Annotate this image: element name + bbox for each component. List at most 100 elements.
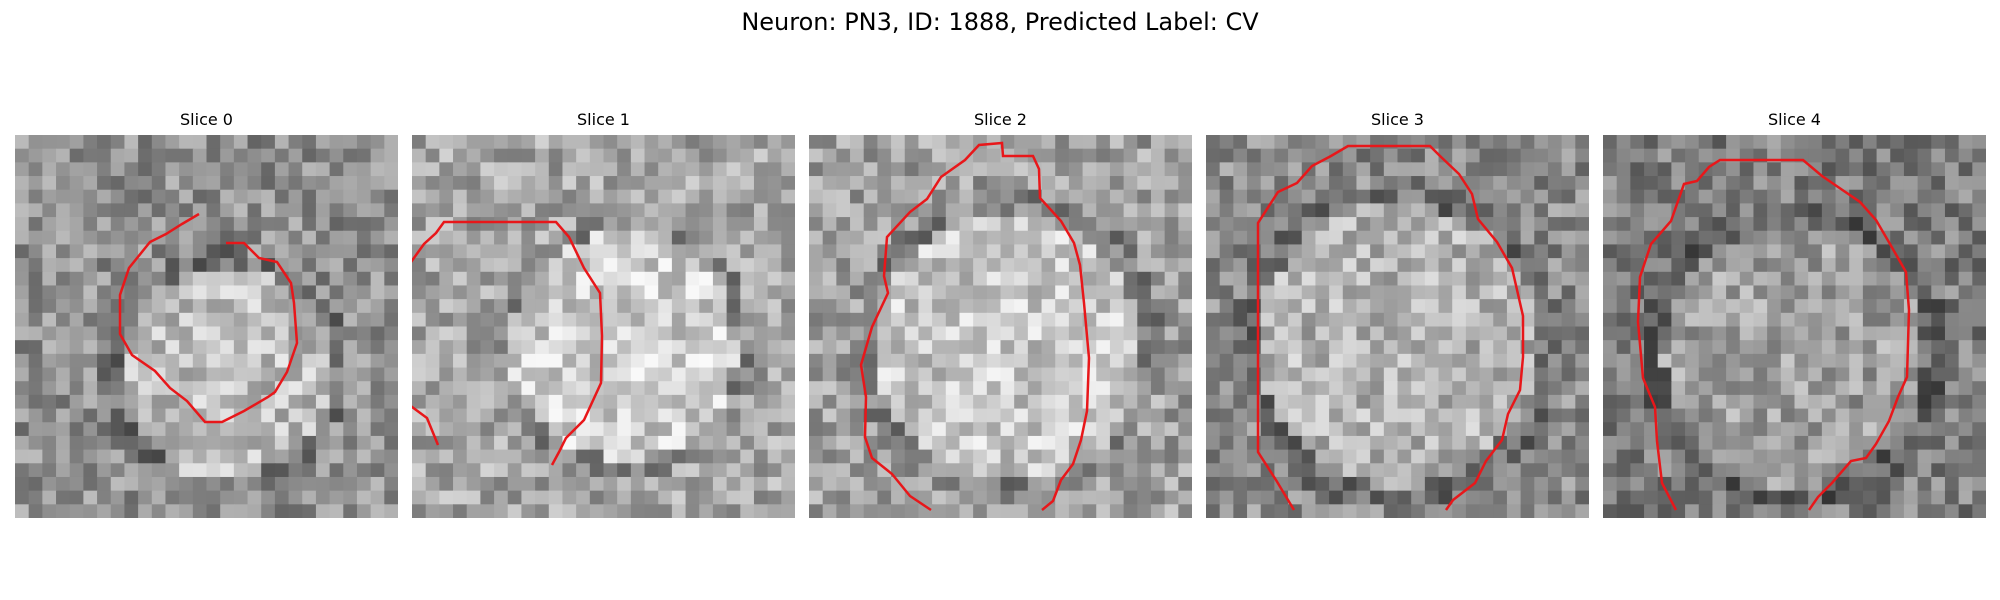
slice-pixel	[932, 422, 947, 437]
slice-pixel	[973, 244, 988, 259]
slice-pixel	[1315, 353, 1330, 369]
slice-pixel	[370, 176, 385, 191]
slice-pixel	[904, 435, 920, 451]
slice-pixel	[1958, 189, 1973, 204]
slice-pixel	[781, 367, 795, 382]
slice-pixel	[1493, 353, 1508, 369]
slice-pixel	[56, 244, 71, 259]
slice-pixel	[480, 148, 495, 163]
slice-pixel	[1808, 326, 1823, 341]
slice-pixel	[329, 463, 344, 478]
slice-pixel	[1547, 408, 1563, 423]
slice-pixel	[1096, 353, 1111, 369]
slice-pixel	[781, 217, 795, 232]
slice-pixel	[274, 463, 290, 478]
slice-pixel	[726, 312, 741, 328]
slice-pixel	[809, 476, 824, 492]
slice-pixel	[192, 217, 208, 232]
slice-pixel	[1260, 504, 1275, 518]
slice-pixel	[603, 230, 618, 246]
slice-pixel	[233, 367, 249, 382]
slice-pixel	[1547, 367, 1563, 382]
slice-pixel	[179, 203, 194, 218]
slice-pixel	[836, 381, 851, 396]
slice-pixel	[1288, 244, 1303, 259]
slice-pixel	[1547, 463, 1563, 478]
slice-pixel	[740, 408, 755, 423]
slice-pixel	[904, 353, 920, 369]
slice-pixel	[1520, 490, 1535, 505]
slice-pixel	[658, 422, 673, 437]
slice-pixel	[15, 148, 30, 163]
slice-pixel	[986, 230, 1002, 246]
slice-pixel	[767, 217, 782, 232]
slice-pixel	[42, 381, 57, 396]
slice-pixel	[56, 176, 71, 191]
slice-pixel	[1616, 449, 1631, 464]
slice-pixel	[1082, 476, 1097, 492]
slice-pixel	[1329, 285, 1344, 300]
slice-pixel	[1370, 394, 1385, 410]
slice-panel-1: Slice 1	[412, 108, 795, 518]
slice-pixel	[179, 299, 194, 314]
slice-pixel	[836, 203, 851, 218]
slice-pixel	[1739, 189, 1755, 204]
slice-pixel	[1178, 285, 1192, 300]
slice-pixel	[1835, 258, 1850, 273]
slice-pixel	[644, 463, 659, 478]
slice-pixel	[1014, 504, 1029, 518]
slice-pixel	[138, 135, 153, 150]
slice-pixel	[1356, 271, 1371, 287]
slice-pixel	[1739, 135, 1755, 150]
slice-pixel	[1849, 203, 1864, 218]
slice-pixel	[740, 463, 755, 478]
slice-pixel	[753, 367, 769, 382]
slice-pixel	[247, 176, 262, 191]
slice-pixel	[1685, 504, 1700, 518]
slice-pixel	[740, 476, 755, 492]
slice-pixel	[1958, 230, 1973, 246]
slice-pixel	[1630, 340, 1645, 355]
slice-pixel	[1465, 422, 1481, 437]
slice-pixel	[1438, 381, 1453, 396]
slice-pixel	[850, 217, 865, 232]
slice-pixel	[507, 490, 523, 505]
slice-pixel	[986, 422, 1002, 437]
slice-pixel	[617, 504, 632, 518]
slice-pixel	[891, 435, 906, 451]
slice-pixel	[1616, 148, 1631, 163]
slice-pixel	[1767, 176, 1782, 191]
slice-pixel	[932, 271, 947, 287]
slice-pixel	[767, 203, 782, 218]
slice-pixel	[343, 340, 358, 355]
slice-pixel	[425, 367, 440, 382]
slice-pixel	[1903, 258, 1919, 273]
slice-pixel	[165, 340, 180, 355]
slice-pixel	[644, 203, 659, 218]
slice-pixel	[1630, 394, 1645, 410]
slice-pixel	[1903, 203, 1919, 218]
slice-pixel	[891, 230, 906, 246]
slice-pixel	[1150, 271, 1166, 287]
slice-pixel	[836, 408, 851, 423]
slice-pixel	[521, 449, 536, 464]
slice-pixel	[302, 162, 317, 177]
slice-pixel	[1698, 312, 1714, 328]
slice-pixel	[1383, 408, 1399, 423]
slice-pixel	[836, 258, 851, 273]
slice-pixel	[1712, 230, 1727, 246]
slice-pixel	[220, 271, 235, 287]
slice-pixel	[521, 203, 536, 218]
slice-pixel	[1109, 312, 1125, 328]
slice-pixel	[220, 476, 235, 492]
slice-pixel	[1233, 312, 1248, 328]
slice-pixel	[1452, 449, 1467, 464]
slice-pixel	[781, 271, 795, 287]
slice-pixel	[165, 203, 180, 218]
slice-pixel	[1370, 381, 1385, 396]
slice-pixel	[863, 135, 878, 150]
slice-pixel	[1206, 217, 1221, 232]
slice-pixel	[1329, 299, 1344, 314]
slice-pixel	[753, 435, 769, 451]
slice-pixel	[247, 340, 262, 355]
